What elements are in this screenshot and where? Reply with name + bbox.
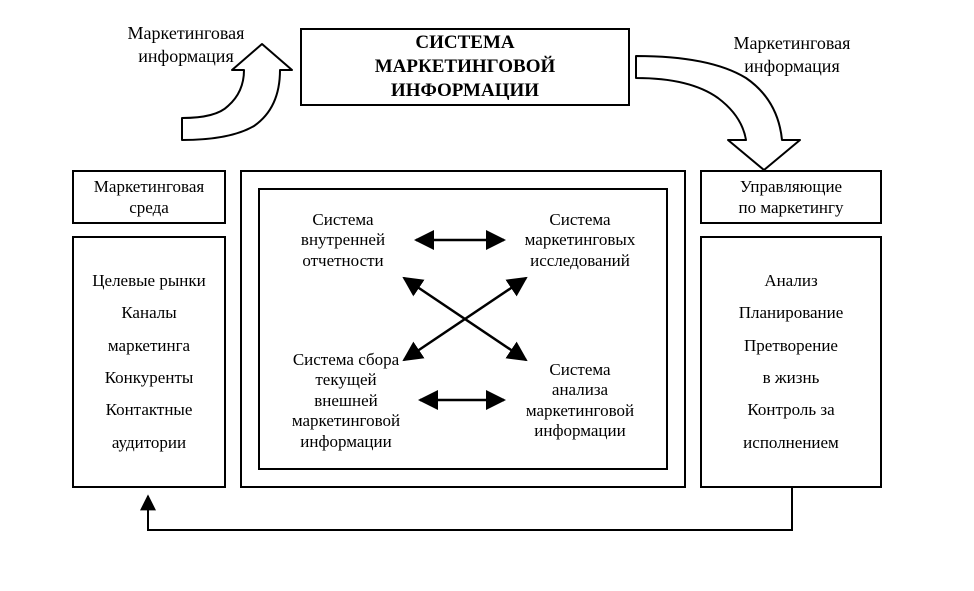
text: Системамаркетинговыхисследований [525, 210, 636, 270]
text: Маркетинговаясреда [94, 176, 204, 219]
left-header-box: Маркетинговаясреда [72, 170, 226, 224]
left-item-2: Конкуренты [105, 362, 194, 394]
text: Маркетинговаяинформация [128, 23, 245, 66]
right-item-2: Претворениев жизнь [744, 330, 838, 395]
text: Системавнутреннейотчетности [301, 210, 385, 270]
center-node-bottom-left: Система сборатекущейвнешнеймаркетинговой… [268, 350, 424, 452]
right-item-1: Планирование [739, 297, 844, 329]
left-item-1: Каналымаркетинга [108, 297, 190, 362]
center-node-top-right: Системамаркетинговыхисследований [500, 210, 660, 271]
right-header-box: Управляющиепо маркетингу [700, 170, 882, 224]
center-node-bottom-right: Системаанализамаркетинговойинформации [500, 360, 660, 442]
title-text: СИСТЕМАМАРКЕТИНГОВОЙИНФОРМАЦИИ [375, 31, 556, 102]
left-list-box: Целевые рынки Каналымаркетинга Конкурент… [72, 236, 226, 488]
text: Система сборатекущейвнешнеймаркетинговой… [292, 350, 400, 451]
right-item-0: Анализ [764, 265, 817, 297]
center-node-top-left: Системавнутреннейотчетности [268, 210, 418, 271]
right-list-box: Анализ Планирование Претворениев жизнь К… [700, 236, 882, 488]
text: Маркетинговаяинформация [734, 33, 851, 76]
left-item-0: Целевые рынки [92, 265, 205, 297]
top-label-right: Маркетинговаяинформация [712, 32, 872, 77]
right-item-3: Контроль заисполнением [743, 394, 839, 459]
feedback-arrow [148, 488, 792, 530]
top-label-left: Маркетинговаяинформация [106, 22, 266, 67]
text: Управляющиепо маркетингу [738, 176, 843, 219]
text: Системаанализамаркетинговойинформации [526, 360, 634, 440]
title-box: СИСТЕМАМАРКЕТИНГОВОЙИНФОРМАЦИИ [300, 28, 630, 106]
left-item-3: Контактныеаудитории [106, 394, 193, 459]
